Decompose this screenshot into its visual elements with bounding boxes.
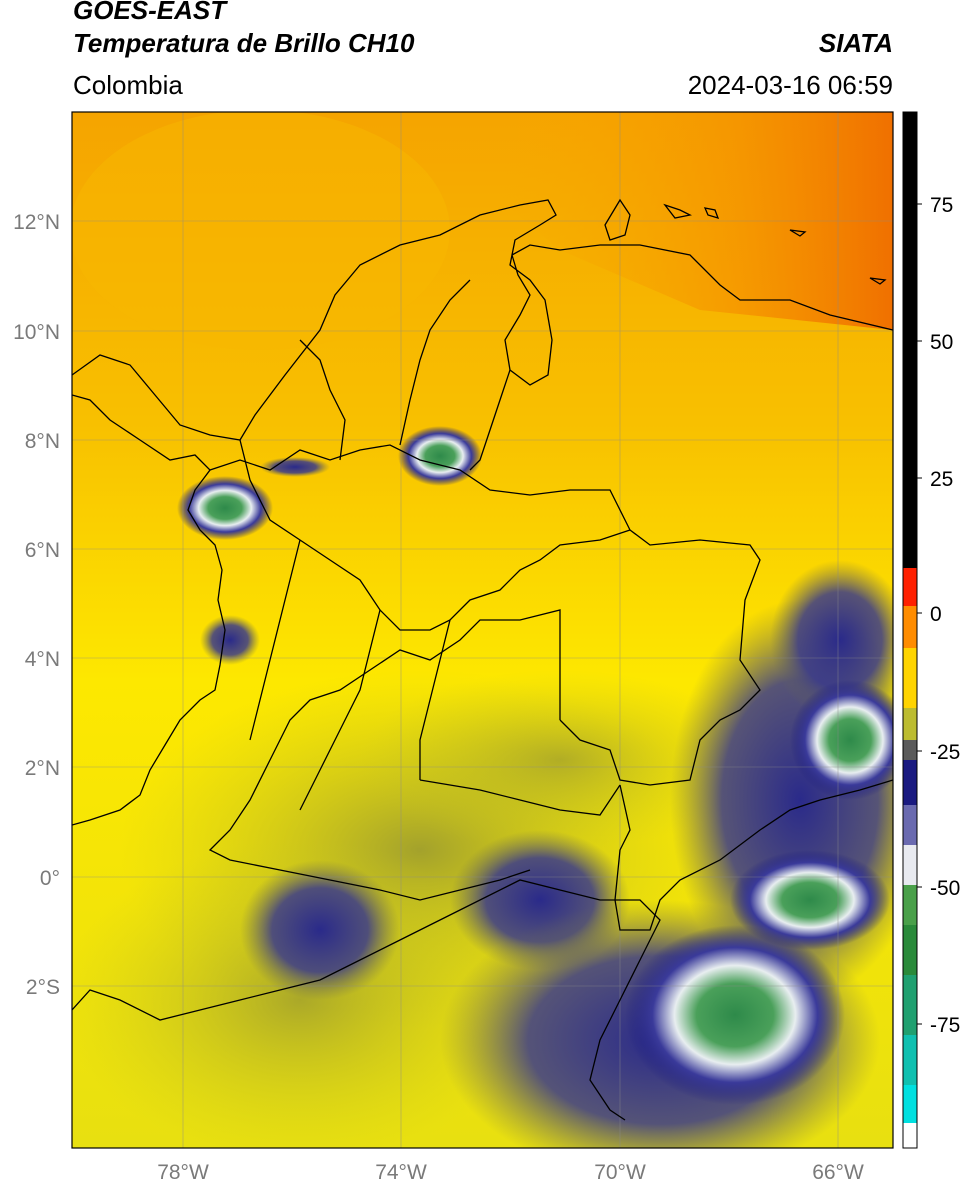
lon-tick-label: 70°W <box>594 1161 646 1184</box>
satellite-imagery <box>72 112 893 1148</box>
lat-tick-label: 4°N <box>25 648 60 671</box>
satellite-title: GOES-EAST <box>73 0 227 25</box>
lon-tick-labels: 78°W 74°W 70°W 66°W <box>157 1161 864 1184</box>
borders <box>72 198 893 1121</box>
colorbar-tick-label: 50 <box>930 331 953 354</box>
datetime-label: 2024-03-16 06:59 <box>687 70 893 100</box>
region-label: Colombia <box>73 70 183 100</box>
lat-tick-label: 8°N <box>25 430 60 453</box>
colorbar-tick-label: 0 <box>930 603 942 626</box>
lat-tick-labels: 12°N 10°N 8°N 6°N 4°N 2°N 0° 2°S <box>13 211 60 999</box>
colorbar: 75 50 25 0 -25 -50 -75 <box>902 111 960 1149</box>
lat-tick-label: 2°S <box>26 976 60 999</box>
lat-tick-label: 10°N <box>13 321 60 344</box>
lat-tick-label: 2°N <box>25 757 60 780</box>
colorbar-tick-label: -50 <box>930 877 960 900</box>
lat-tick-label: 12°N <box>13 211 60 234</box>
colorbar-tick-label: -75 <box>930 1014 960 1037</box>
map-frame <box>71 111 894 1149</box>
lon-tick-label: 66°W <box>812 1161 864 1184</box>
product-title: Temperatura de Brillo CH10 <box>73 28 415 58</box>
lon-tick-label: 74°W <box>375 1161 427 1184</box>
source-label: SIATA <box>818 28 893 58</box>
colorbar-tick-label: 75 <box>930 194 953 217</box>
lat-tick-label: 6°N <box>25 539 60 562</box>
lon-tick-label: 78°W <box>157 1161 209 1184</box>
lat-tick-label: 0° <box>40 867 60 890</box>
colorbar-tick-label: 25 <box>930 468 953 491</box>
colorbar-tick-label: -25 <box>930 741 960 764</box>
